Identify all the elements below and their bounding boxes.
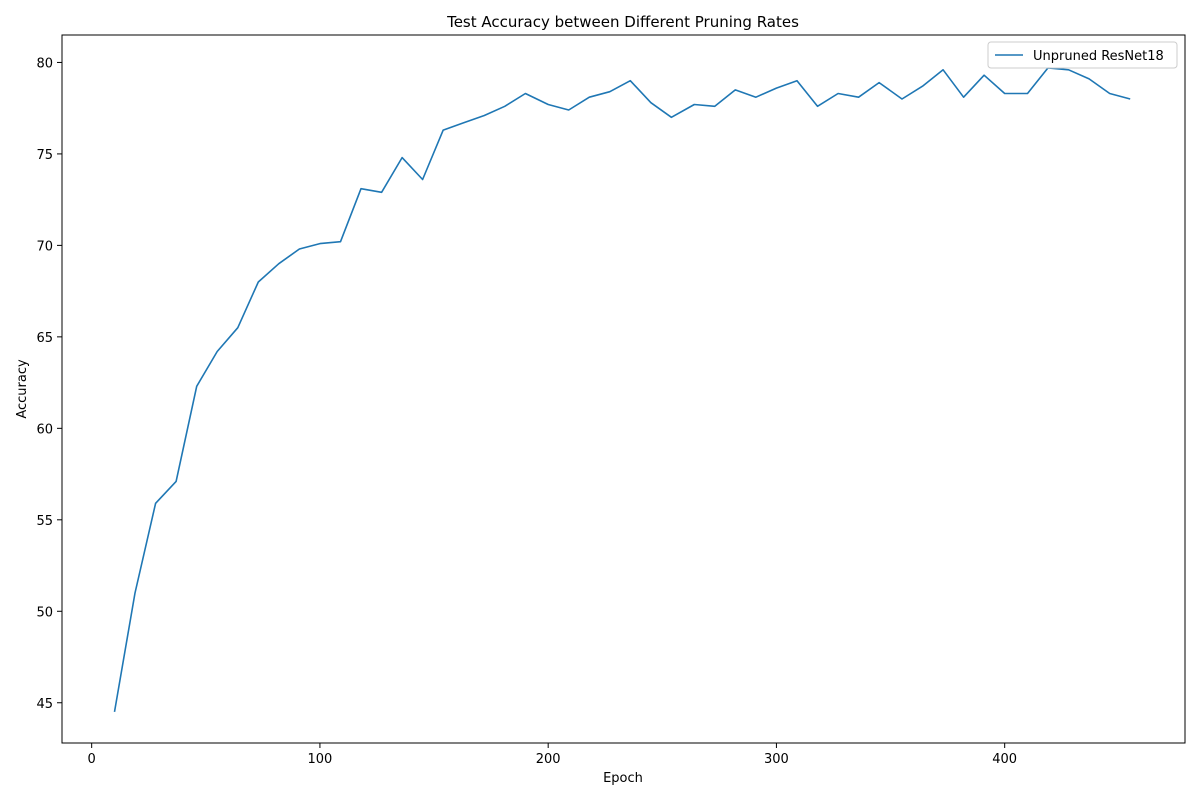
legend-frame (987, 41, 1178, 69)
y-tick-label: 55 (36, 514, 53, 529)
y-axis-title: Accuracy (15, 359, 30, 419)
legend-label: Unpruned ResNet18 (1033, 49, 1164, 64)
x-tick-label: 200 (536, 752, 561, 767)
y-tick-label: 50 (36, 605, 53, 620)
y-tick-label: 80 (36, 56, 53, 71)
x-axis-title: Epoch (603, 771, 643, 786)
y-tick-label: 75 (36, 148, 53, 163)
plot-area (61, 34, 1186, 744)
legend: Unpruned ResNet18 (987, 41, 1178, 69)
y-tick-label: 45 (36, 697, 53, 712)
series-line (113, 67, 1131, 713)
y-tick-label: 60 (36, 422, 53, 437)
y-tick-label: 65 (36, 331, 53, 346)
x-tick-label: 100 (308, 752, 333, 767)
x-tick-label: 300 (764, 752, 789, 767)
series-layer (113, 67, 1131, 713)
y-tick-label: 70 (36, 239, 53, 254)
plot-frame (61, 34, 1186, 744)
x-axis: 0 100 200 300 400 (88, 743, 1017, 767)
x-tick-label: 0 (88, 752, 96, 767)
x-tick-label: 400 (992, 752, 1017, 767)
y-axis: 45 50 55 60 65 70 75 80 (36, 56, 62, 712)
chart-title: Test Accuracy between Different Pruning … (446, 13, 799, 31)
